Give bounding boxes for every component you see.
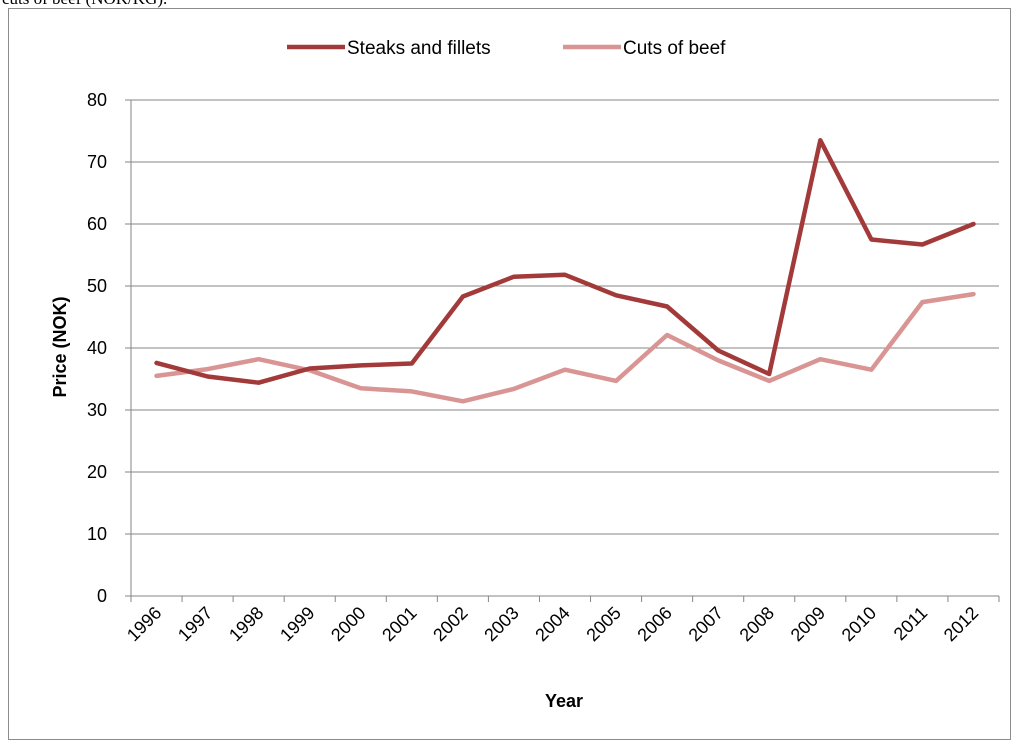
- y-tick-label: 20: [87, 462, 107, 482]
- y-tick-label: 40: [87, 338, 107, 358]
- x-tick-label: 2000: [327, 603, 369, 645]
- x-tick-label: 2012: [940, 603, 982, 645]
- y-tick-label: 30: [87, 400, 107, 420]
- x-tick-label: 2002: [429, 603, 471, 645]
- series-line-2: [154, 291, 976, 404]
- y-tick-label: 50: [87, 276, 107, 296]
- y-axis-title: Price (NOK): [50, 296, 70, 397]
- series-lines: [154, 138, 976, 404]
- series-line-1: [154, 138, 976, 385]
- x-tick-label: 2007: [685, 603, 727, 645]
- x-tick-label: 2005: [582, 603, 624, 645]
- x-tick-label: 1999: [276, 603, 318, 645]
- x-tick-label: 2001: [378, 603, 420, 645]
- x-axis-title: Year: [545, 691, 583, 711]
- x-tick-label: 2004: [531, 603, 573, 645]
- x-tick-label: 1996: [123, 603, 165, 645]
- x-tick-label: 1998: [225, 603, 267, 645]
- x-tick-label: 2009: [787, 603, 829, 645]
- legend-label-2: Cuts of beef: [623, 38, 726, 59]
- x-tick-label: 2008: [736, 603, 778, 645]
- x-tick-label: 2006: [633, 603, 675, 645]
- y-tick-label: 80: [87, 90, 107, 110]
- y-tick-label: 70: [87, 152, 107, 172]
- x-tick-label: 2010: [838, 603, 880, 645]
- caption-fragment: cuts of beef (NOK/KG).: [2, 0, 167, 9]
- gridlines: [131, 99, 999, 535]
- legend-label-1: Steaks and fillets: [347, 38, 491, 59]
- y-tick-labels: 0 10 20 30 40 50 60 70 80: [87, 90, 107, 606]
- x-tick-labels: 1996 1997 1998 1999 2000 2001 2002 2003 2004 2005…: [123, 603, 982, 645]
- x-tick-label: 2011: [890, 603, 932, 645]
- legend: Steaks and fillets Cuts of beef: [287, 38, 726, 59]
- y-tick-label: 60: [87, 214, 107, 234]
- axes: [125, 99, 1000, 602]
- x-tick-label: 2003: [480, 603, 522, 645]
- x-tick-label: 1997: [174, 603, 216, 645]
- y-tick-label: 10: [87, 524, 107, 544]
- y-tick-label: 0: [97, 586, 107, 606]
